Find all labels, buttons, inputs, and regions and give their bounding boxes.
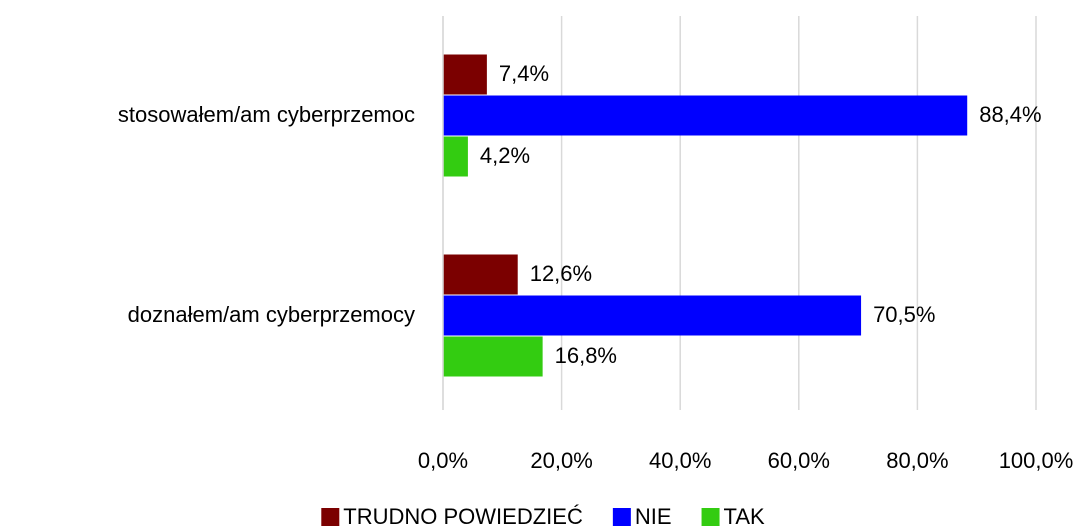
x-tick-label: 80,0% [886, 448, 948, 473]
bar [443, 254, 518, 295]
value-label: 88,4% [979, 102, 1041, 127]
legend-swatch [321, 508, 340, 526]
legend-swatch [612, 508, 631, 526]
x-tick-label: 40,0% [649, 448, 711, 473]
legend-swatch [701, 508, 720, 526]
value-label: 70,5% [873, 302, 935, 327]
x-tick-label: 20,0% [530, 448, 592, 473]
legend-label: NIE [635, 504, 672, 529]
value-label: 16,8% [555, 343, 617, 368]
bar [443, 336, 543, 377]
bar [443, 54, 487, 95]
bar [443, 136, 468, 177]
x-tick-label: 100,0% [999, 448, 1074, 473]
value-label: 7,4% [499, 61, 549, 86]
y-tick-label: doznałem/am cyberprzemocy [128, 302, 415, 327]
value-label: 12,6% [530, 261, 592, 286]
bar [443, 295, 862, 336]
x-tick-label: 60,0% [768, 448, 830, 473]
legend-label: TRUDNO POWIEDZIEĆ [343, 504, 583, 529]
x-tick-label: 0,0% [418, 448, 468, 473]
value-label: 4,2% [480, 143, 530, 168]
bar [443, 95, 968, 136]
legend-label: TAK [724, 504, 765, 529]
y-tick-label: stosowałem/am cyberprzemoc [118, 102, 415, 127]
